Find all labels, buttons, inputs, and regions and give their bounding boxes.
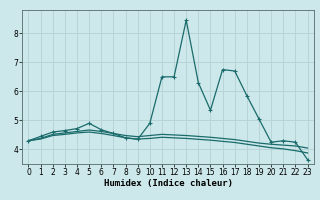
X-axis label: Humidex (Indice chaleur): Humidex (Indice chaleur): [103, 179, 233, 188]
